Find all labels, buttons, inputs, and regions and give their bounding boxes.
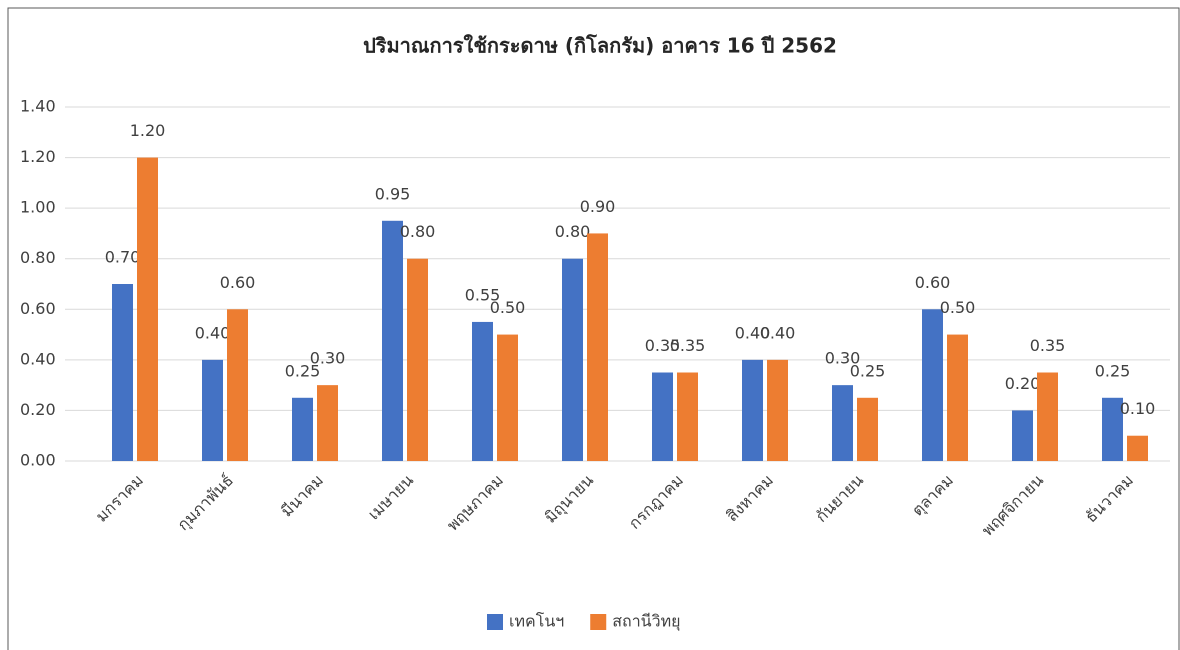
data-label: 0.40 [195, 323, 231, 342]
legend-swatch [590, 614, 607, 630]
data-label: 1.20 [130, 121, 166, 140]
data-label: 0.30 [825, 349, 861, 368]
bar [227, 309, 248, 461]
bar [922, 309, 943, 461]
bar [1127, 435, 1148, 461]
bar [832, 385, 853, 461]
bar [1102, 397, 1123, 461]
data-label: 0.90 [580, 197, 616, 216]
bar [472, 321, 493, 461]
data-label: 0.35 [670, 336, 706, 355]
y-tick-label: 1.00 [20, 198, 56, 217]
data-label: 0.20 [1005, 374, 1041, 393]
bar [1012, 410, 1033, 461]
y-tick-label: 1.40 [20, 97, 56, 116]
y-tick-label: 0.00 [20, 451, 56, 470]
y-tick-label: 0.40 [20, 349, 56, 368]
data-label: 0.95 [375, 184, 411, 203]
bar [202, 359, 223, 461]
bar [1037, 372, 1058, 461]
bar [112, 284, 133, 461]
data-label: 0.50 [490, 298, 526, 317]
data-label: 0.30 [310, 349, 346, 368]
data-label: 0.25 [285, 361, 321, 380]
bar [497, 334, 518, 461]
data-label: 0.60 [915, 273, 951, 292]
data-label: 0.55 [465, 285, 501, 304]
y-tick-label: 0.60 [20, 299, 56, 318]
chart-title: ปริมาณการใช้กระดาษ (กิโลกรัม) อาคาร 16 ป… [363, 34, 837, 58]
bar [857, 397, 878, 461]
legend-label: เทคโนฯ [509, 612, 564, 631]
bar [407, 258, 428, 461]
data-label: 0.60 [220, 273, 256, 292]
bar [947, 334, 968, 461]
data-label: 0.50 [940, 298, 976, 317]
bar [742, 359, 763, 461]
data-label: 0.35 [1030, 336, 1066, 355]
bar [562, 258, 583, 461]
data-label: 0.25 [850, 361, 886, 380]
data-label: 0.25 [1095, 361, 1131, 380]
data-label: 0.80 [555, 222, 591, 241]
data-label: 0.70 [105, 248, 141, 267]
legend-label: สถานีวิทยุ [612, 612, 680, 632]
bar [292, 397, 313, 461]
y-tick-label: 0.20 [20, 400, 56, 419]
data-label: 0.80 [400, 222, 436, 241]
legend-swatch [487, 614, 503, 630]
bar [767, 359, 788, 461]
data-label: 0.40 [735, 323, 771, 342]
y-tick-label: 0.80 [20, 248, 56, 267]
bar [382, 220, 403, 461]
bar [137, 157, 158, 462]
bar [677, 372, 698, 461]
y-tick-label: 1.20 [20, 147, 56, 166]
bar [317, 385, 338, 461]
bar [652, 372, 673, 461]
data-label: 0.35 [645, 336, 681, 355]
data-label: 0.40 [760, 323, 796, 342]
bar [587, 233, 608, 461]
data-label: 0.10 [1120, 399, 1156, 418]
